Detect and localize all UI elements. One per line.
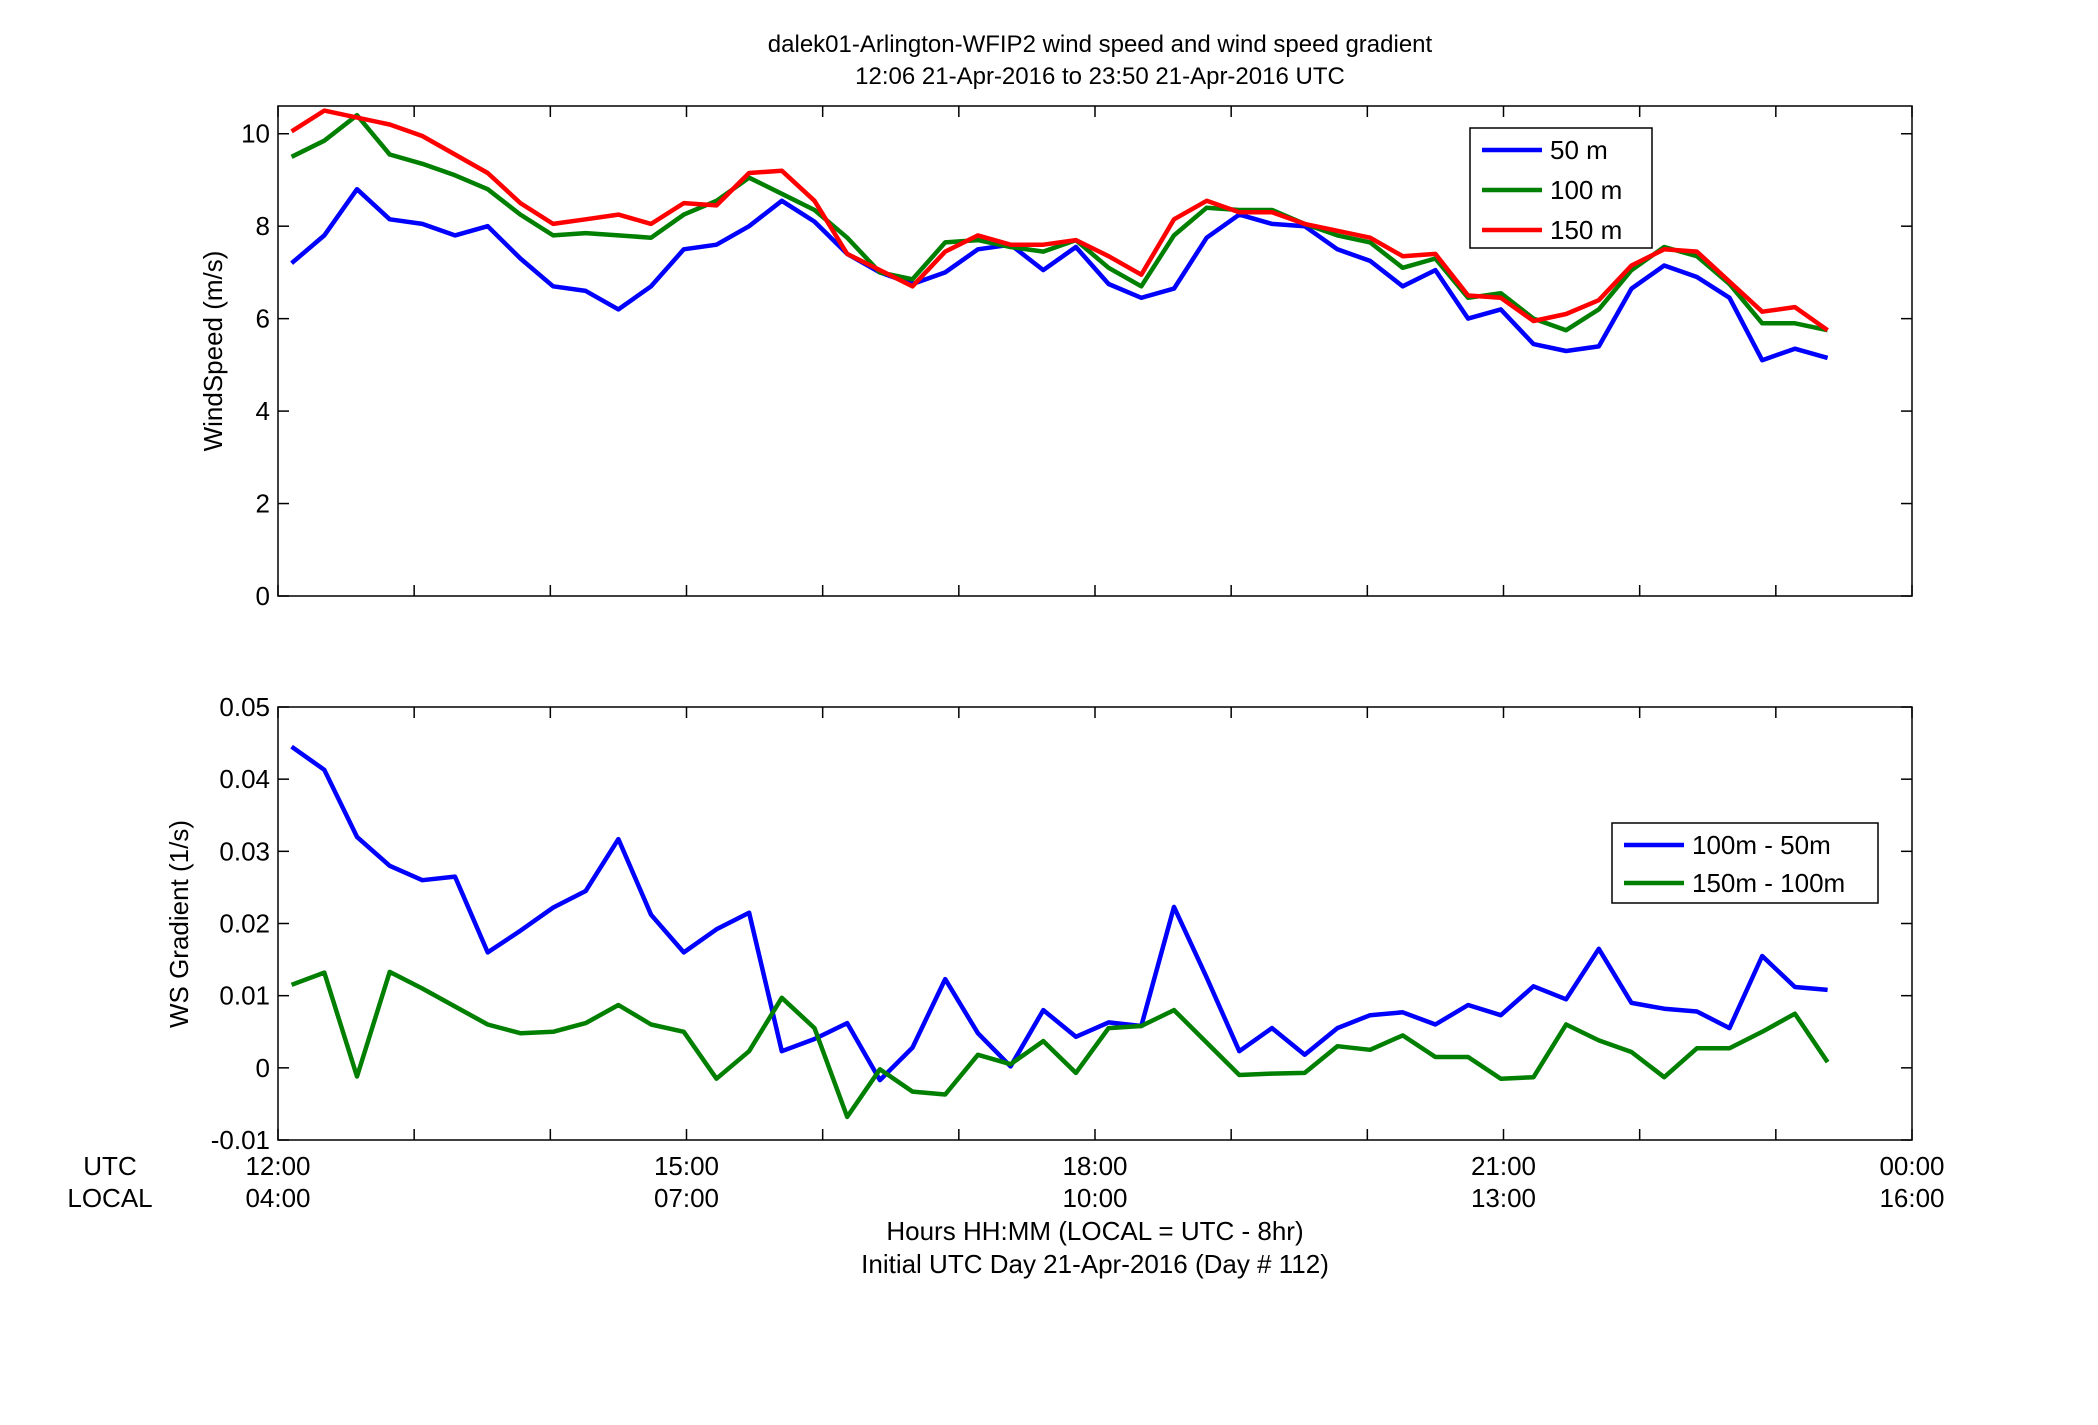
series-line-150m <box>290 108 1829 333</box>
gradient-panel: -0.01 0 0.01 0.02 0.03 0.04 0.05 WS Gradient (… <box>164 692 1913 1155</box>
x-tick-label-utc: 21:00 <box>1471 1151 1536 1181</box>
series-line-100m_50m <box>290 744 1828 1083</box>
x-tick-label-local: 07:00 <box>654 1183 719 1213</box>
y-tick-label: 0 <box>256 1053 270 1083</box>
series-line-150m_100m <box>290 969 1830 1120</box>
y-tick-label: 0.01 <box>219 981 270 1011</box>
series-line-50m <box>290 186 1829 363</box>
legend-label: 150 m <box>1550 215 1622 245</box>
y-tick-label: 0.02 <box>219 909 270 939</box>
figure-title-line1: dalek01-Arlington-WFIP2 wind speed and w… <box>768 31 1433 58</box>
x-tick-label-local: 13:00 <box>1471 1183 1536 1213</box>
xlabel-line2: Initial UTC Day 21-Apr-2016 (Day # 112) <box>861 1249 1329 1279</box>
windspeed-plot-frame <box>277 105 1913 597</box>
gradient-series-lines <box>290 744 1830 1120</box>
legend-label: 100 m <box>1550 175 1622 205</box>
y-tick-label: 4 <box>256 396 270 426</box>
x-tick-label-local: 16:00 <box>1879 1183 1944 1213</box>
y-tick-label: 6 <box>256 304 270 334</box>
gradient-legend-box <box>1611 822 1879 904</box>
series-line-100m <box>290 112 1829 333</box>
x-tick-label-local: 04:00 <box>245 1183 310 1213</box>
legend-label: 50 m <box>1550 135 1608 165</box>
xaxis-local-row-label: LOCAL <box>67 1183 152 1213</box>
x-tick-label-utc: 00:00 <box>1879 1151 1944 1181</box>
y-tick-label: -0.01 <box>211 1125 270 1155</box>
windspeed-series-lines <box>290 108 1829 363</box>
gradient-legend: 100m - 50m 150m - 100m <box>1611 822 1879 904</box>
figure-title-line2: 12:06 21-Apr-2016 to 23:50 21-Apr-2016 U… <box>855 63 1345 90</box>
gradient-ylabel: WS Gradient (1/s) <box>164 820 194 1028</box>
legend-label: 150m - 100m <box>1692 868 1845 898</box>
legend-label: 100m - 50m <box>1692 830 1831 860</box>
windspeed-panel: 0 2 4 6 8 10 WindSpeed (m/s) 50 m 100 m 150 m <box>198 105 1913 611</box>
y-tick-label: 0.04 <box>219 764 270 794</box>
y-tick-label: 8 <box>256 211 270 241</box>
windspeed-ticks: 0 2 4 6 8 10 <box>241 106 1913 611</box>
windspeed-ylabel: WindSpeed (m/s) <box>198 251 228 452</box>
y-tick-label: 0.05 <box>219 692 270 722</box>
xaxis-utc-row-label: UTC <box>83 1151 136 1181</box>
gradient-ticks: -0.01 0 0.01 0.02 0.03 0.04 0.05 <box>211 692 1913 1155</box>
y-tick-label: 2 <box>256 489 270 519</box>
windspeed-legend: 50 m 100 m 150 m <box>1469 127 1653 249</box>
x-tick-label-utc: 15:00 <box>654 1151 719 1181</box>
y-tick-label: 0 <box>256 581 270 611</box>
x-tick-label-local: 10:00 <box>1062 1183 1127 1213</box>
xlabel-line1: Hours HH:MM (LOCAL = UTC - 8hr) <box>886 1216 1303 1246</box>
x-tick-label-utc: 12:00 <box>245 1151 310 1181</box>
x-tick-label-utc: 18:00 <box>1062 1151 1127 1181</box>
y-tick-label: 10 <box>241 119 270 149</box>
y-tick-label: 0.03 <box>219 836 270 866</box>
